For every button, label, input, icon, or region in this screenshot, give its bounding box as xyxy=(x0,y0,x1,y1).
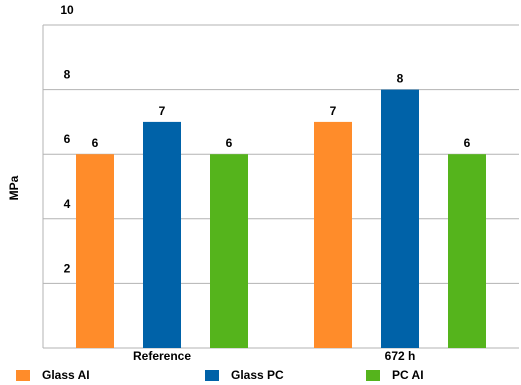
legend-label: Glass PC xyxy=(231,368,284,382)
y-tick-label: 4 xyxy=(64,197,71,211)
data-label: 7 xyxy=(159,104,166,118)
y-tick-label: 8 xyxy=(64,68,71,82)
data-label: 6 xyxy=(226,136,233,150)
data-label: 6 xyxy=(92,136,99,150)
bar-glass-pc-1 xyxy=(381,89,419,348)
legend-item: PC AI xyxy=(366,368,424,382)
legend: Glass AI Glass PC PC AI xyxy=(0,368,521,384)
y-tick-label: 2 xyxy=(64,261,71,275)
category-label: Reference xyxy=(133,349,191,363)
y-tick-label: 6 xyxy=(64,132,71,146)
gridlines xyxy=(42,24,519,349)
legend-label: PC AI xyxy=(392,368,424,382)
data-label: 6 xyxy=(464,136,471,150)
legend-item: Glass PC xyxy=(205,368,284,382)
legend-swatch xyxy=(366,369,380,381)
data-label: 7 xyxy=(330,104,337,118)
bar-glass-ai-1 xyxy=(314,121,352,349)
legend-swatch xyxy=(16,369,30,381)
y-tick-label: 10 xyxy=(60,3,74,17)
y-tick-labels: 2 4 6 8 10 xyxy=(60,3,74,275)
y-axis-label: MPa xyxy=(7,175,21,200)
bar-pc-ai-1 xyxy=(448,154,486,348)
legend-item: Glass AI xyxy=(16,368,90,382)
bars xyxy=(76,89,486,349)
data-label: 8 xyxy=(397,72,404,86)
bar-pc-ai-0 xyxy=(210,154,248,348)
legend-label: Glass AI xyxy=(42,368,90,382)
data-labels: 6 7 6 7 8 6 xyxy=(92,72,471,151)
category-label: 672 h xyxy=(385,349,416,363)
bar-glass-ai-0 xyxy=(76,154,114,348)
bar-chart: 2 4 6 8 10 MPa 6 7 6 7 8 6 Reference 672 h xyxy=(7,3,519,363)
legend-swatch xyxy=(205,369,219,381)
category-labels: Reference 672 h xyxy=(133,349,415,363)
bar-glass-pc-0 xyxy=(143,121,181,349)
